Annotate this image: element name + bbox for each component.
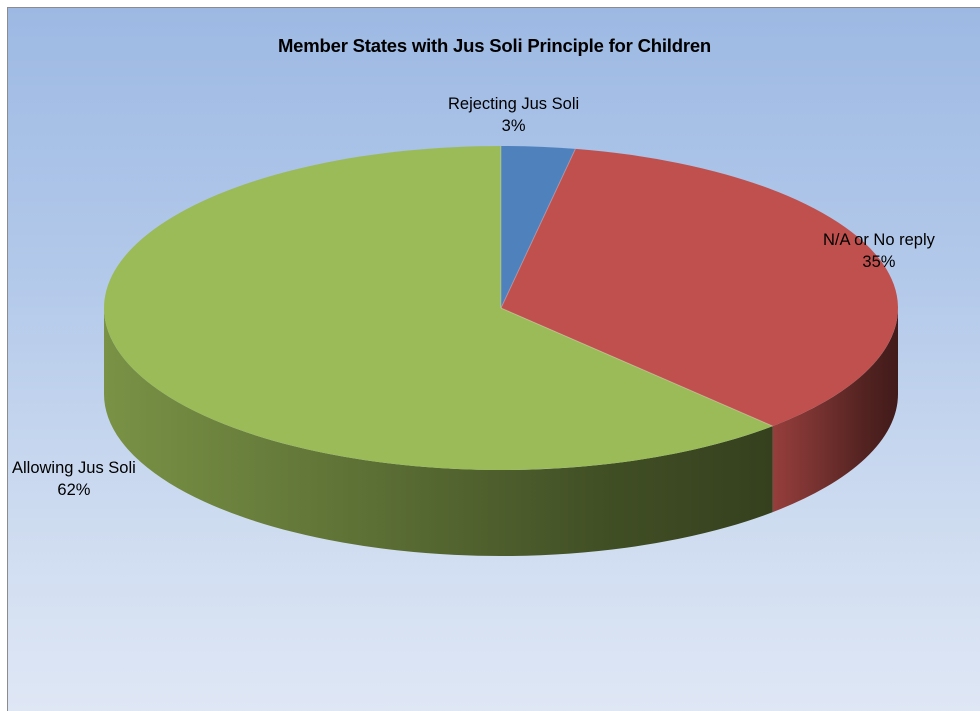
slice-label-rejecting: Rejecting Jus Soli 3%: [448, 93, 579, 137]
slice-separator: [500, 307, 773, 427]
slice-label-allowing: Allowing Jus Soli 62%: [12, 457, 136, 501]
pie-slice-allowing: [103, 146, 773, 471]
slice-label-rejecting-name: Rejecting Jus Soli: [448, 95, 580, 113]
pie-slice-no-reply: [501, 148, 899, 427]
pie-side-no-reply: [772, 308, 898, 513]
slice-separator: [500, 148, 576, 309]
slice-label-no-reply-value: 35%: [862, 253, 896, 271]
slice-label-allowing-name: Allowing Jus Soli: [12, 459, 136, 477]
chart-area: Member States with Jus Soli Principle fo…: [7, 7, 980, 711]
pie-chart: [103, 146, 899, 556]
chart-title: Member States with Jus Soli Principle fo…: [277, 35, 712, 56]
slice-label-no-reply: N/A or No reply 35%: [823, 229, 935, 273]
pie-side-allowing: [104, 308, 773, 556]
slice-label-rejecting-value: 3%: [501, 117, 526, 135]
slice-label-allowing-value: 62%: [57, 481, 91, 499]
pie-slice-rejecting: [501, 146, 576, 308]
slice-label-no-reply-name: N/A or No reply: [823, 231, 935, 249]
